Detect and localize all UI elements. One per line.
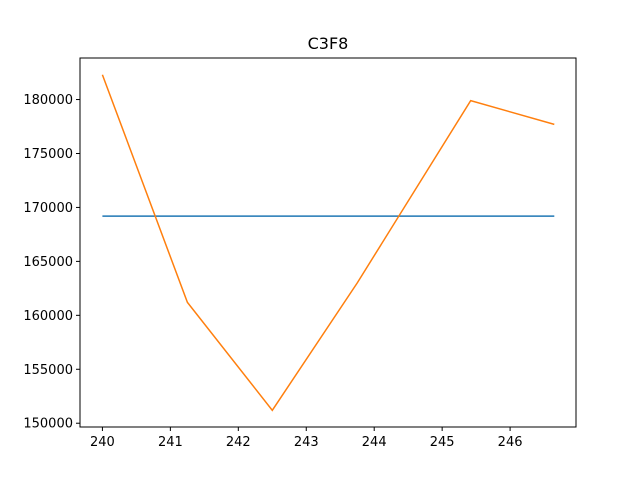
y-tick-label: 150000 [23, 417, 73, 432]
y-axis: 150000 155000 160000 165000 170000 175000 1800… [23, 93, 80, 432]
x-axis: 240 241 242 243 244 245 246 [90, 427, 523, 450]
y-tick-label: 165000 [23, 255, 73, 270]
x-tick-label: 245 [430, 435, 455, 450]
y-tick-label: 180000 [23, 93, 73, 108]
x-tick-label: 244 [362, 435, 387, 450]
plot-frame [79, 57, 577, 428]
y-tick-label: 160000 [23, 309, 73, 324]
x-tick-label: 241 [158, 435, 183, 450]
x-tick-label: 243 [294, 435, 319, 450]
series-layer [101, 74, 555, 412]
series-line-2 [101, 74, 555, 412]
x-tick-label: 240 [90, 435, 115, 450]
x-tick-label: 246 [498, 435, 523, 450]
chart-title: C3F8 [308, 34, 349, 53]
y-tick-label: 155000 [23, 363, 73, 378]
x-tick-label: 242 [226, 435, 251, 450]
y-tick-label: 170000 [23, 201, 73, 216]
y-tick-label: 175000 [23, 147, 73, 162]
